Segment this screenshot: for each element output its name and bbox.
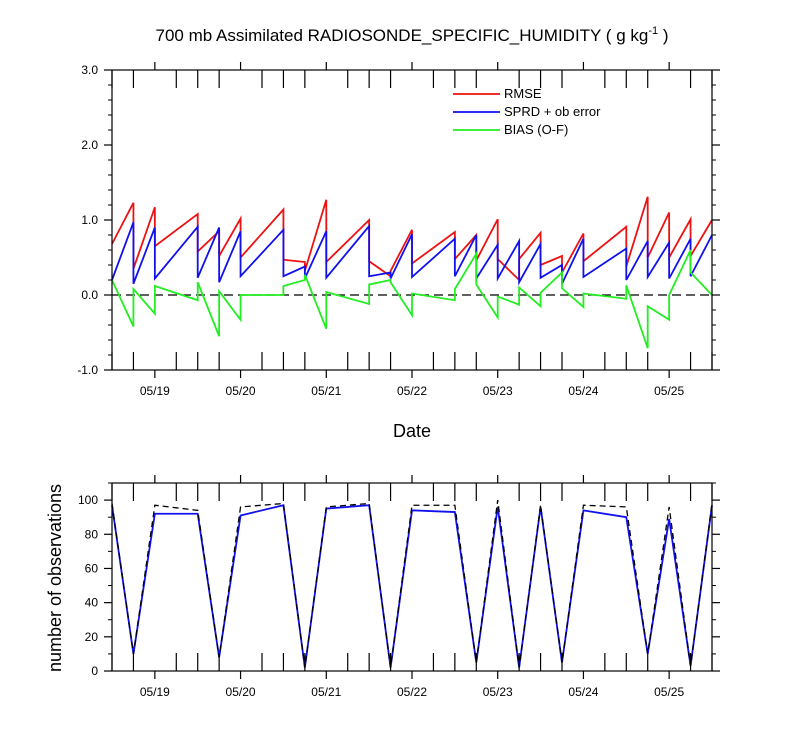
top-x-tick-label: 05/21 [311, 384, 341, 398]
top-chart: 700 mb Assimilated RADIOSONDE_SPECIFIC_H… [77, 25, 720, 441]
top-x-tick-label: 05/19 [140, 384, 170, 398]
bottom-y-tick-label: 0 [91, 664, 98, 678]
top-y-tick-label: 2.0 [81, 138, 98, 152]
top-x-tick-label: 05/20 [226, 384, 256, 398]
top-y-tick-label: -1.0 [77, 363, 98, 377]
bottom-x-tick-label: 05/24 [568, 685, 598, 699]
y-axis-label: number of observations [45, 484, 65, 672]
bottom-x-tick-label: 05/25 [654, 685, 684, 699]
chart-title: 700 mb Assimilated RADIOSONDE_SPECIFIC_H… [156, 25, 669, 45]
bottom-chart: 0 20 40 60 80 100 05/19 05/20 05/21 05/22 05/23 05… [45, 475, 720, 699]
bottom-y-tick-label: 60 [85, 561, 99, 575]
x-axis-label: Date [393, 421, 431, 441]
bottom-x-tick-label: 05/21 [311, 685, 341, 699]
bottom-series-assimilated-observations [111, 504, 713, 668]
top-x-tick-label: 05/22 [397, 384, 427, 398]
legend: RMSE SPRD + ob error BIAS (O-F) [453, 86, 601, 137]
top-series-bias-o-f [111, 249, 713, 349]
legend-bias-label: BIAS (O-F) [504, 122, 568, 137]
legend-rmse-label: RMSE [504, 86, 542, 101]
bottom-y-tick-label: 100 [78, 493, 98, 507]
top-x-tick-label: 05/24 [568, 384, 598, 398]
bottom-x-tick-label: 05/19 [140, 685, 170, 699]
top-x-tick-label: 05/25 [654, 384, 684, 398]
top-y-tick-label: 1.0 [81, 213, 98, 227]
top-series-sprd-ob-error [111, 221, 713, 286]
bottom-y-tick-label: 20 [85, 630, 99, 644]
bottom-series-possible-observations [111, 500, 713, 668]
top-y-tick-label: 0.0 [81, 288, 98, 302]
bottom-y-tick-label: 40 [85, 596, 99, 610]
top-x-tick-label: 05/23 [483, 384, 513, 398]
top-y-tick-label: 3.0 [81, 63, 98, 77]
bottom-y-tick-label: 80 [85, 527, 99, 541]
bottom-x-tick-label: 05/23 [483, 685, 513, 699]
bottom-x-tick-label: 05/22 [397, 685, 427, 699]
bottom-x-tick-label: 05/20 [226, 685, 256, 699]
legend-sprd-label: SPRD + ob error [504, 104, 601, 119]
